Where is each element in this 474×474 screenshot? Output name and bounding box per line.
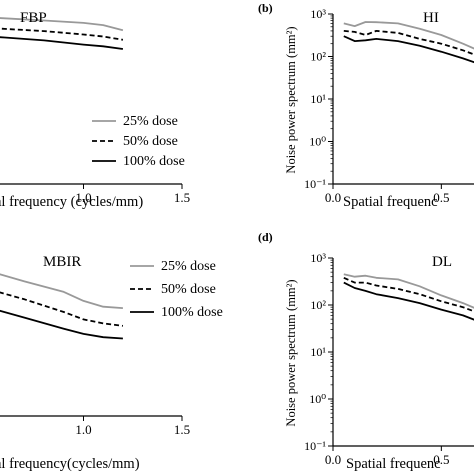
chart2-series-line-3: [343, 35, 474, 64]
chart4-y-tick-label: 10⁻¹: [304, 439, 326, 453]
chart2-y-tick-label: 10⁻¹: [304, 177, 326, 191]
chart3-title: MBIR: [43, 254, 81, 270]
chart1-legend-label-1: 25% dose: [123, 114, 178, 129]
chart1-x-tick-label: 1.0: [75, 190, 91, 205]
chart4-panel-letter: (d): [258, 230, 273, 244]
chart1-x-tick-label: 1.5: [174, 190, 190, 205]
chart4-title: DL: [432, 254, 452, 270]
chart4-y-tick-label: 10³: [310, 251, 326, 265]
chart3-series-line-3: [0, 309, 123, 340]
chart3-series-line-1: [0, 273, 123, 309]
chart3-x-axis-label: al frequency(cycles/mm): [0, 456, 140, 472]
chart2-x-tick-label: 0.5: [433, 190, 449, 205]
chart4-y-tick-label: 10¹: [310, 345, 326, 359]
chart1-title: FBP: [20, 10, 47, 26]
chart4-y-tick-label: 10²: [310, 298, 326, 312]
chart3-x-tick-label: 1.5: [174, 422, 190, 437]
chart2-series-line-2: [343, 29, 474, 56]
chart1-x-axis-label: al frequency (cycles/mm): [0, 194, 143, 210]
chart2-y-axis-label: Noise power spectrum (mm²): [284, 26, 298, 173]
chart1-series-line-3: [0, 36, 124, 50]
chart4-x-axis-label: Spatial frequenc: [346, 456, 441, 472]
chart1-series-line-1: [0, 17, 124, 32]
chart2-y-tick-label: 10³: [310, 7, 326, 21]
chart3-legend-label-2: 50% dose: [161, 282, 216, 297]
chart3-legend-label-1: 25% dose: [161, 259, 216, 274]
chart4-series-line-2: [343, 276, 474, 313]
chart2-y-tick-label: 10⁰: [309, 135, 326, 149]
chart2-y-tick-label: 10¹: [310, 92, 326, 106]
chart1-series-line-2: [0, 27, 124, 41]
chart2-title: HI: [423, 10, 439, 26]
chart2-y-tick-label: 10²: [310, 50, 326, 64]
chart1-legend-label-2: 50% dose: [123, 134, 178, 149]
chart4-y-axis-label: Noise power spectrum (mm²): [284, 279, 298, 426]
chart4-x-tick-label: 0.5: [433, 452, 449, 467]
chart4-y-tick-label: 10⁰: [309, 392, 326, 406]
chart1-legend-label-3: 100% dose: [123, 154, 185, 169]
chart2-panel-letter: (b): [258, 1, 273, 15]
chart2-x-axis-label: Spatial frequenc: [343, 194, 438, 210]
chart2-series-line-1: [343, 21, 474, 50]
chart4-x-tick-label: 0.0: [325, 452, 341, 467]
chart3-x-tick-label: 1.0: [75, 422, 91, 437]
chart3-series-line-2: [0, 291, 124, 327]
chart4-series-line-1: [343, 273, 474, 309]
chart3-legend-label-3: 100% dose: [161, 305, 223, 320]
chart2-x-tick-label: 0.0: [325, 190, 341, 205]
chart4-series-line-3: [343, 281, 474, 321]
